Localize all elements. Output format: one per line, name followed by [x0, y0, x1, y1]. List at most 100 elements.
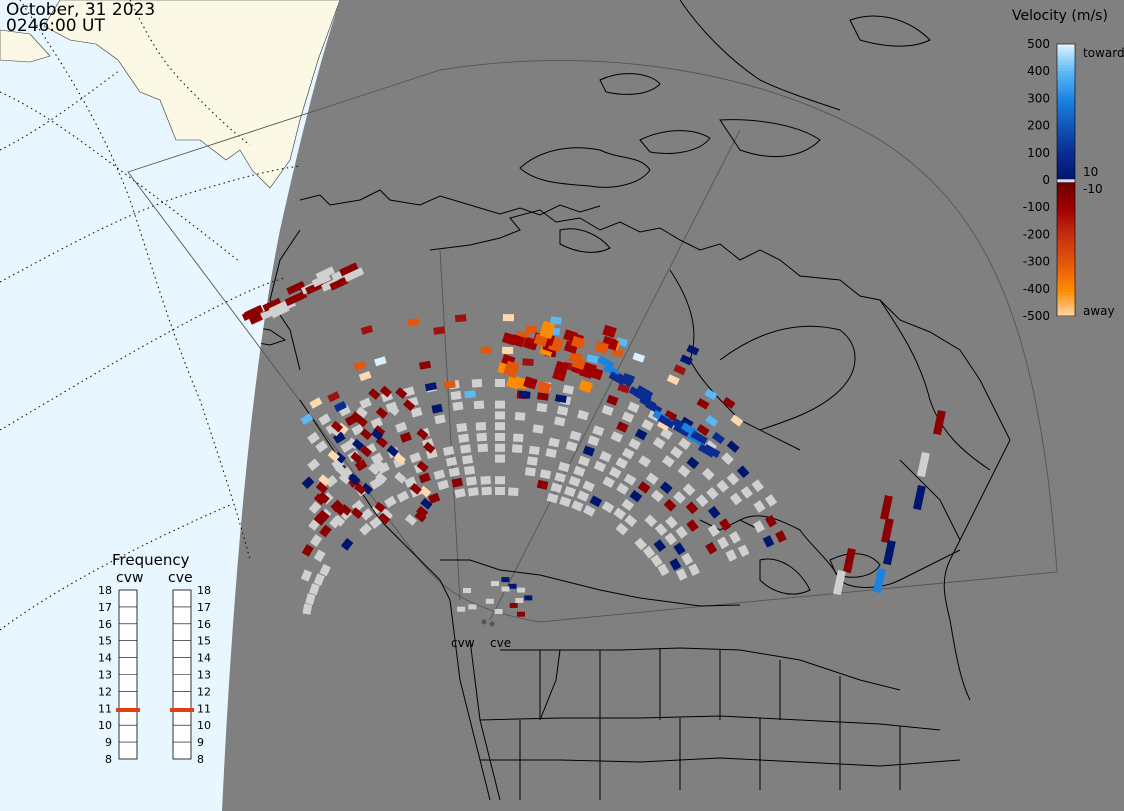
colorbar-segment — [1057, 95, 1075, 99]
scatter-cell — [244, 304, 264, 319]
colorbar-segment — [1057, 155, 1075, 160]
scatter-cell — [711, 431, 725, 445]
scatter-cell — [375, 472, 388, 484]
scatter-cell — [491, 581, 499, 587]
scatter-cell — [317, 509, 330, 522]
scatter-cell — [301, 476, 315, 490]
scatter-cell — [672, 423, 691, 438]
scatter-cell — [508, 487, 519, 497]
scatter-cell — [307, 431, 320, 445]
scatter-cell — [313, 514, 326, 526]
graticule — [0, 0, 301, 631]
scatter-cell — [333, 514, 346, 527]
scatter-cell — [913, 485, 926, 511]
scatter-cell — [519, 390, 531, 399]
colorbar-segment — [1057, 201, 1075, 205]
colorbar-segment — [1057, 258, 1075, 263]
scatter-cell — [339, 504, 352, 516]
scatter-cell — [578, 379, 594, 394]
colorbar-segment — [1057, 228, 1075, 232]
colorbar-segment — [1057, 177, 1075, 181]
scatter-cell — [471, 378, 483, 388]
scatter-cell — [764, 494, 778, 507]
scatter-cell — [536, 402, 548, 413]
scatter-cell — [592, 425, 605, 437]
scatter-cell — [310, 534, 323, 547]
scatter-cell — [305, 593, 316, 605]
scatter-cell — [634, 428, 648, 441]
colorbar-segment — [1057, 225, 1075, 229]
colorbar-segment — [1057, 252, 1075, 257]
colorbar-segment — [1057, 297, 1075, 302]
scatter-cell — [751, 479, 764, 493]
scatter-cell — [582, 480, 595, 492]
colorbar-segment — [1057, 158, 1075, 163]
colorbar-segment — [1057, 161, 1075, 166]
scatter-cell — [663, 498, 677, 512]
frequency-tick-label: 14 — [197, 652, 211, 665]
scatter-cell — [664, 532, 677, 546]
scatter-cell — [501, 332, 517, 346]
scatter-cell — [300, 413, 314, 426]
colorbar-tick-label: 400 — [1027, 64, 1050, 78]
scatter-cell — [473, 400, 485, 410]
colorbar-segment — [1057, 80, 1075, 84]
scatter-cell — [495, 422, 505, 431]
scatter-cell — [369, 516, 383, 529]
scatter-cell — [675, 568, 688, 581]
scatter-cell — [559, 496, 572, 508]
colorbar-segment — [1057, 264, 1075, 269]
scatter-cell — [501, 577, 510, 583]
scatter-cell — [664, 410, 678, 422]
scatter-cell — [420, 497, 433, 510]
scatter-cell — [354, 482, 367, 495]
scatter-cell — [448, 467, 461, 478]
scatter-cell — [481, 486, 492, 496]
scatter-cell — [358, 370, 372, 382]
scatter-cell — [495, 400, 505, 409]
colorbar-segment — [1057, 122, 1075, 127]
scatter-cell — [338, 404, 351, 417]
colorbar-tick-label: -400 — [1023, 282, 1050, 296]
scatter-cell — [660, 427, 673, 440]
scatter-cell — [384, 495, 397, 508]
scatter-cell — [355, 415, 368, 428]
colorbar-segment — [1057, 59, 1075, 63]
scatter-cell — [508, 583, 517, 589]
scatter-cell — [686, 519, 699, 533]
scatter-cell — [725, 549, 738, 562]
colorbar-segment — [1057, 125, 1075, 130]
colorbar-segment — [1057, 276, 1075, 281]
scatter-cell — [601, 501, 615, 514]
colorbar-segment — [1057, 285, 1075, 290]
scatter-cell — [501, 586, 510, 592]
colorbar-segment — [1057, 231, 1075, 235]
scatter-cell — [340, 537, 354, 551]
colorbar-segment — [1057, 182, 1075, 187]
colorbar-segment — [1057, 74, 1075, 78]
scatter-cell — [627, 401, 640, 413]
scatter-cell — [424, 382, 438, 392]
frequency-tick-label: 16 — [197, 618, 211, 631]
frequency-tick-label: 8 — [105, 753, 112, 766]
scatter-cell — [330, 420, 343, 433]
scatter-cell — [395, 421, 408, 433]
scatter-cell — [679, 354, 693, 366]
frequency-tick-label: 9 — [197, 736, 204, 749]
colorbar-segment — [1057, 71, 1075, 75]
colorbar-segment — [1057, 174, 1075, 178]
scatter-cell — [629, 490, 643, 503]
scatter-cell — [670, 446, 683, 459]
scatter-cell — [457, 606, 466, 612]
colorbar-segment — [1057, 128, 1075, 133]
scatter-cell — [387, 404, 400, 416]
scatter-cell — [681, 552, 694, 566]
scatter-cell — [433, 326, 446, 335]
scatter-cell — [550, 316, 562, 325]
scatter-cell — [705, 541, 718, 555]
scatter-cell — [616, 421, 629, 433]
scatter-cell — [445, 456, 458, 467]
scatter-cell — [313, 549, 326, 563]
scatter-cell — [350, 507, 364, 519]
scatter-cell — [505, 376, 521, 390]
